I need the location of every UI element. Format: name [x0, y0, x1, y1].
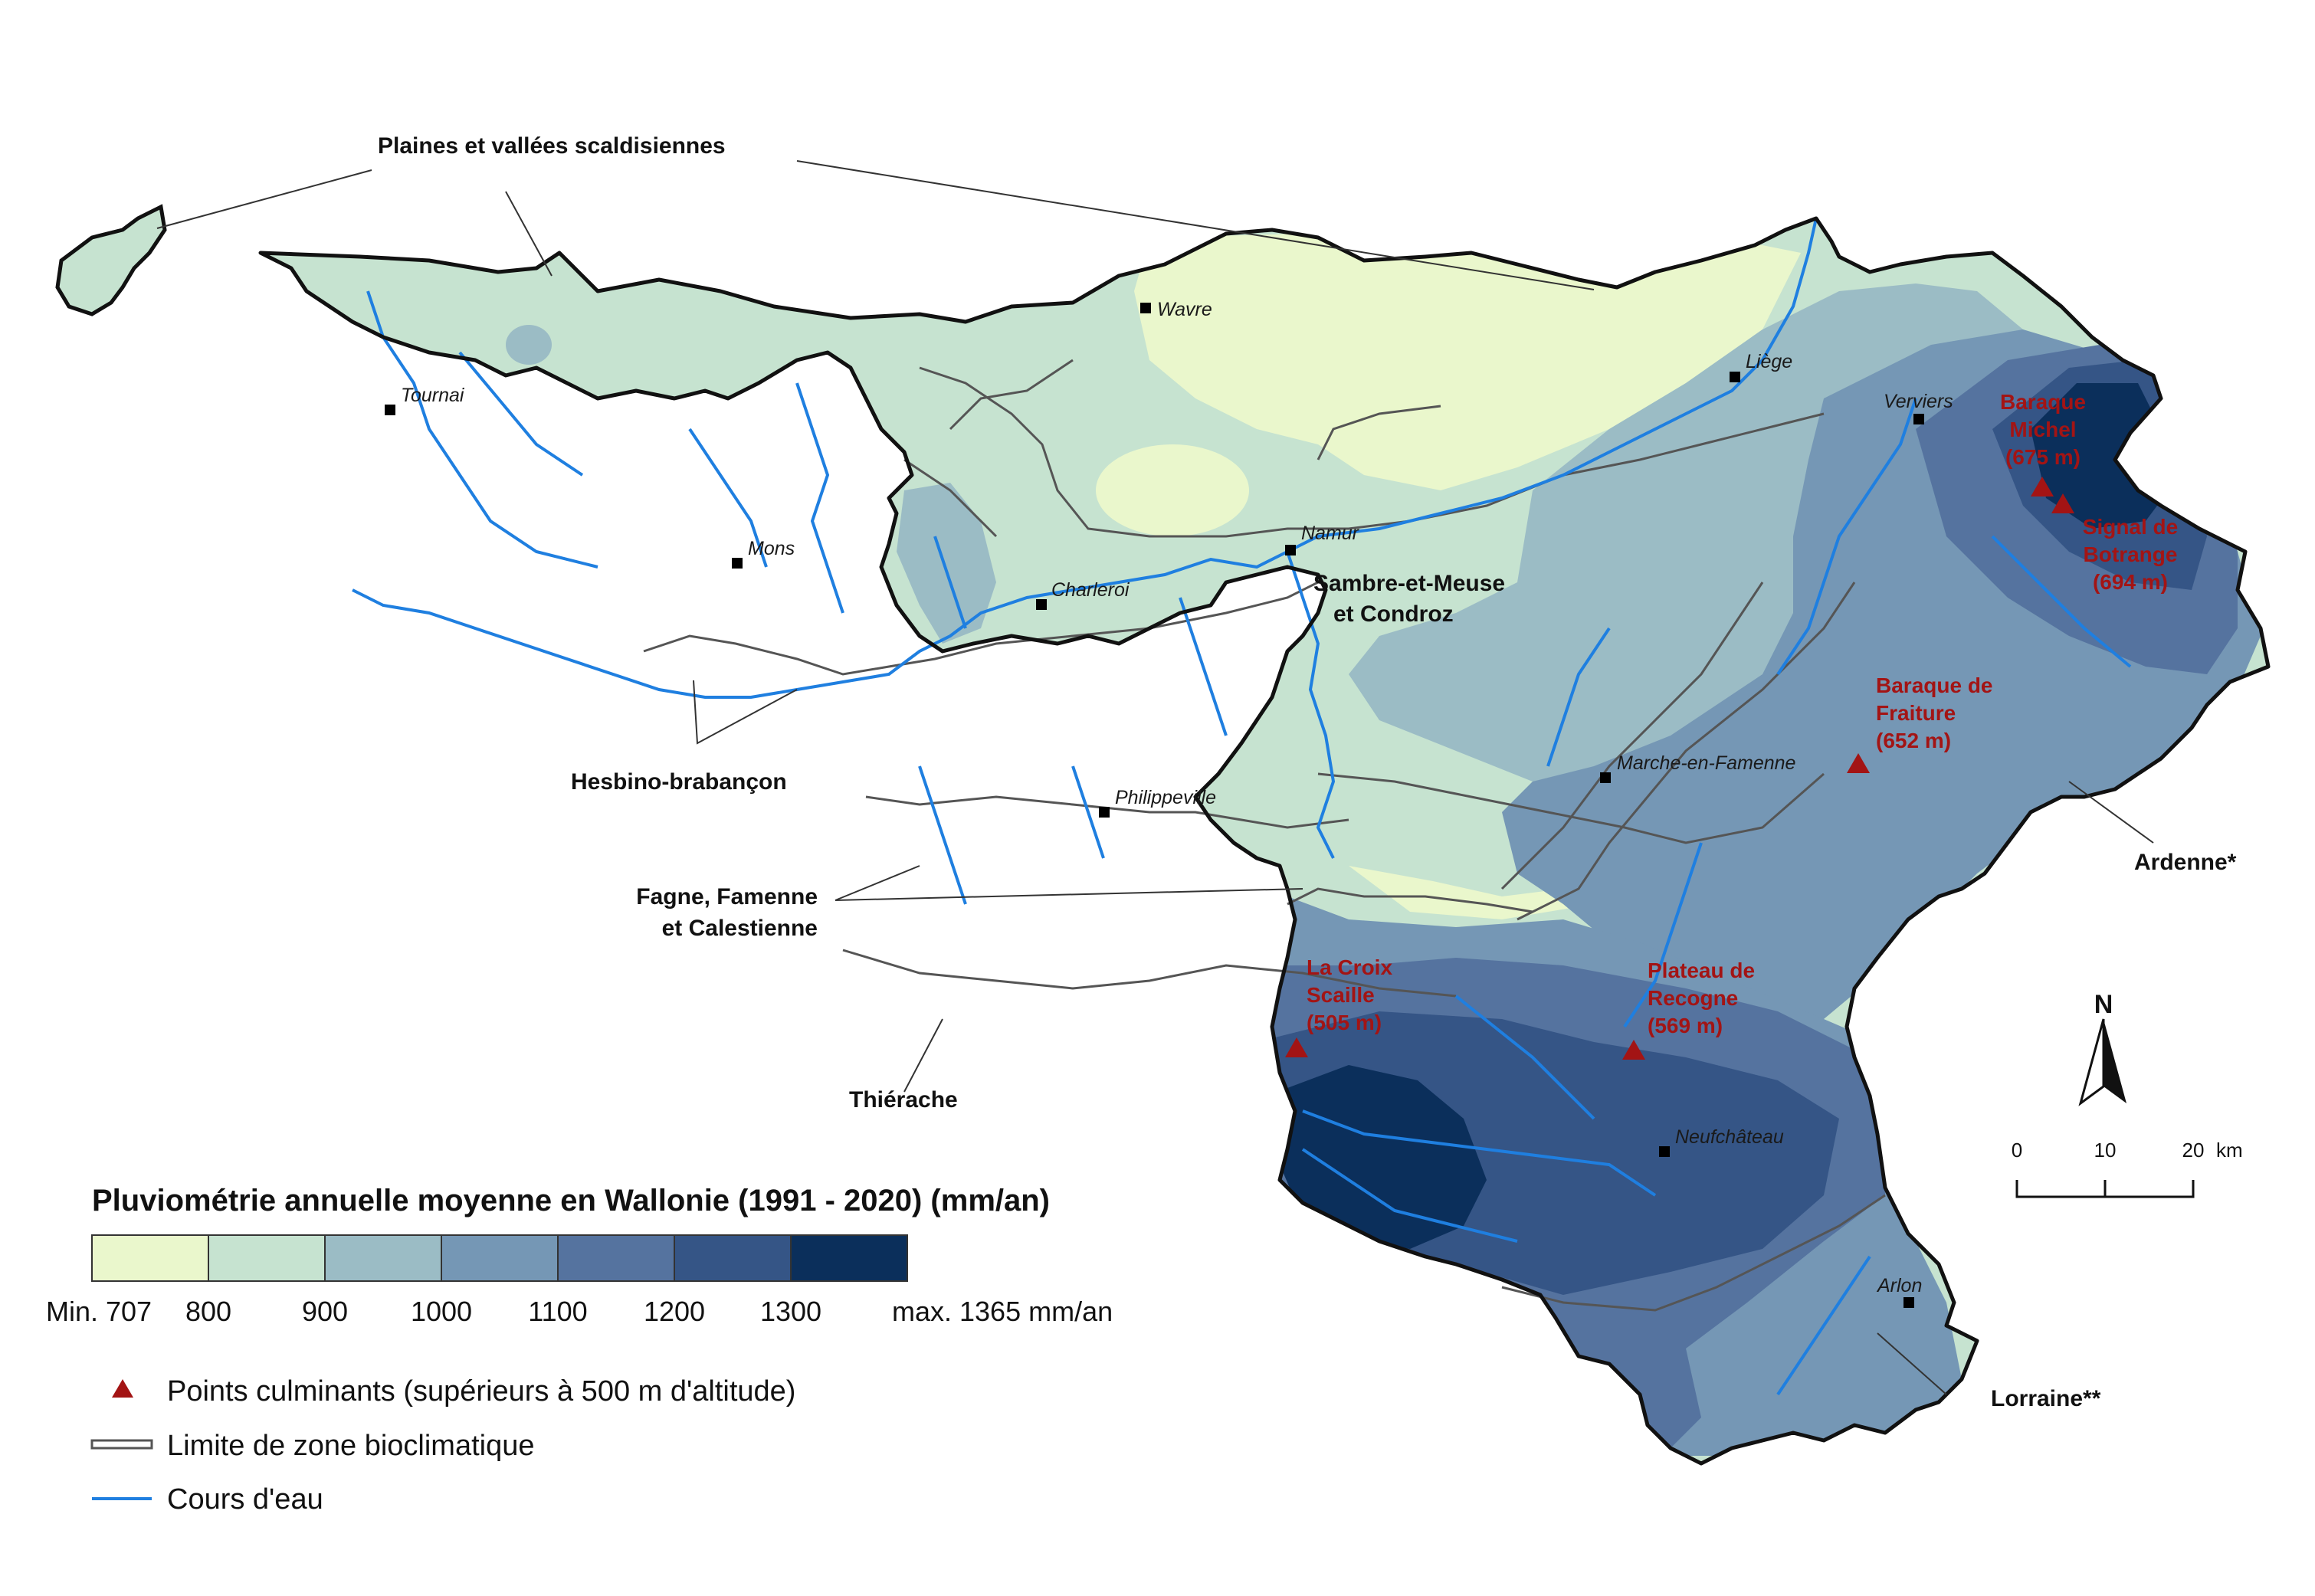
peak-triangle-recogne	[1622, 1040, 1645, 1060]
legend-ticks: Min. 707 800 900 1000 1100 1200 1300 max. 1365 …	[46, 1296, 1113, 1327]
peak-triangle-fraiture	[1847, 753, 1870, 773]
city-label-namur: Namur	[1301, 523, 1360, 544]
north-label: N	[2094, 990, 2113, 1019]
city-label-wavre: Wavre	[1157, 299, 1212, 320]
region-label-sambre-1: Sambre-et-Meuse	[1313, 571, 1505, 596]
legend-swatches	[91, 1234, 908, 1282]
region-labels: Plaines et vallées scaldisiennes Sambre-…	[378, 133, 2237, 1411]
city-marker	[1730, 372, 1740, 382]
legend-peaks-label: Points culminants (supérieurs à 500 m d'…	[167, 1375, 795, 1408]
peak-triangle-croix	[1285, 1037, 1308, 1057]
legend-swatch	[208, 1234, 326, 1282]
city-label-philippeville: Philippeville	[1115, 787, 1216, 808]
legend-swatch	[557, 1234, 675, 1282]
peak-label-recogne-2: Recogne	[1648, 986, 1738, 1010]
legend-tick-label: 1000	[411, 1296, 472, 1327]
city-marker	[1036, 599, 1047, 610]
peak-labels: Baraque Michel (675 m) Signal de Botrang…	[1307, 390, 2178, 1037]
enclave-area	[55, 204, 167, 316]
region-label-hesbino: Hesbino-brabançon	[571, 769, 787, 795]
peak-label-botrange-1: Signal de	[2083, 515, 2178, 539]
city-label-verviers: Verviers	[1884, 391, 1953, 412]
city-marker	[1903, 1297, 1914, 1308]
peak-label-michel-1: Baraque	[2000, 390, 2086, 414]
city-marker	[385, 405, 395, 415]
legend-swatch	[441, 1234, 559, 1282]
scale-unit: km	[2216, 1139, 2243, 1162]
scale-tick-20: 20	[2182, 1139, 2205, 1162]
city-marker	[1285, 545, 1296, 555]
legend: Pluviométrie annuelle moyenne en Walloni…	[46, 1184, 1113, 1516]
leader-lines	[156, 160, 2154, 1395]
city-marker	[1140, 303, 1151, 313]
peak-label-fraiture-3: (652 m)	[1876, 729, 1951, 752]
city-marker	[732, 558, 743, 569]
peak-label-recogne-3: (569 m)	[1648, 1014, 1723, 1037]
legend-zone-limit-icon	[90, 1439, 153, 1450]
city-label-charleroi: Charleroi	[1051, 579, 1130, 601]
city-label-mons: Mons	[748, 538, 795, 559]
city-label-neufchateau: Neufchâteau	[1675, 1126, 1784, 1148]
region-label-fagne-2: et Calestienne	[662, 916, 818, 941]
city-marker	[1659, 1146, 1670, 1157]
scale-tick-10: 10	[2094, 1139, 2117, 1162]
peak-label-michel-3: (675 m)	[2005, 445, 2081, 469]
rivers	[352, 218, 2132, 1396]
city-label-arlon: Arlon	[1876, 1275, 1922, 1296]
legend-tick-label: 900	[302, 1296, 348, 1327]
region-label-lorraine: Lorraine**	[1991, 1386, 2101, 1411]
legend-swatch	[91, 1234, 209, 1282]
peak-label-fraiture-1: Baraque de	[1876, 673, 1993, 697]
legend-tick-label: 1100	[528, 1296, 587, 1327]
scale-tick-0: 0	[2012, 1139, 2022, 1162]
peak-label-botrange-3: (694 m)	[2093, 570, 2168, 594]
city-label-marche: Marche-en-Famenne	[1617, 752, 1795, 774]
region-label-scaldis: Plaines et vallées scaldisiennes	[378, 133, 726, 159]
city-marker	[1600, 772, 1611, 783]
legend-swatch	[324, 1234, 442, 1282]
peak-label-croix-3: (505 m)	[1307, 1011, 1382, 1034]
peak-triangle-michel	[2031, 477, 2054, 496]
legend-tick-label: max. 1365 mm/an	[892, 1296, 1113, 1327]
peak-label-botrange-2: Botrange	[2084, 542, 2178, 566]
peak-label-croix-1: La Croix	[1307, 955, 1392, 979]
region-label-ardenne: Ardenne*	[2134, 850, 2237, 875]
region-label-fagne-1: Fagne, Famenne	[636, 884, 818, 909]
peak-label-michel-2: Michel	[2009, 418, 2076, 441]
zone-boundaries	[643, 359, 1886, 1312]
wallonia-outline	[258, 216, 2271, 1466]
legend-tick-label: 1300	[760, 1296, 821, 1327]
legend-zones-label: Limite de zone bioclimatique	[167, 1430, 535, 1462]
city-marker	[1913, 414, 1924, 424]
peak-triangle-botrange	[2051, 493, 2074, 513]
peak-label-recogne-1: Plateau de	[1648, 959, 1755, 982]
legend-tick-label: Min. 707	[46, 1296, 152, 1327]
legend-tick-label: 800	[185, 1296, 231, 1327]
legend-title: Pluviométrie annuelle moyenne en Walloni…	[92, 1184, 1050, 1217]
legend-swatch	[674, 1234, 792, 1282]
legend-tick-label: 1200	[644, 1296, 705, 1327]
legend-swatch	[790, 1234, 908, 1282]
north-arrow-icon: N	[2078, 990, 2126, 1106]
legend-peak-icon	[112, 1379, 133, 1398]
scale-bar: 0 10 20 km	[2012, 1139, 2243, 1198]
peak-label-fraiture-2: Fraiture	[1876, 701, 1956, 725]
peak-label-croix-2: Scaille	[1307, 983, 1375, 1007]
city-label-liege: Liège	[1746, 351, 1792, 372]
region-label-thierache: Thiérache	[849, 1087, 958, 1113]
legend-rivers-label: Cours d'eau	[167, 1483, 323, 1516]
city-marker	[1099, 807, 1110, 818]
peak-markers	[1285, 477, 2074, 1060]
city-markers: Tournai Wavre Liège Verviers Mons Namur …	[385, 299, 1953, 1308]
region-label-sambre-2: et Condroz	[1333, 601, 1454, 627]
city-label-tournai: Tournai	[401, 385, 465, 406]
